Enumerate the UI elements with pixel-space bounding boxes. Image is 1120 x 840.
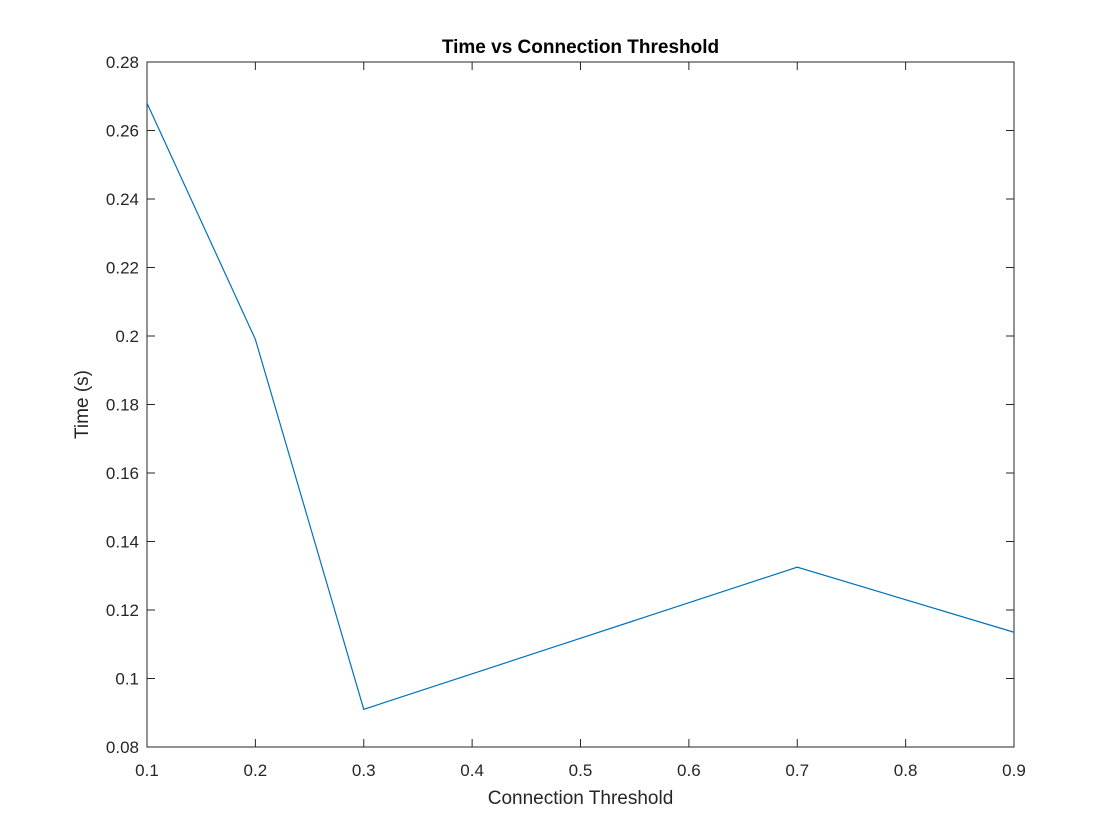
x-tick-labels: 0.1 0.2 0.3 0.4 0.5 0.6 0.7 0.8 0.9 [135, 761, 1026, 780]
x-tick-label: 0.1 [135, 761, 159, 780]
y-tick-label: 0.28 [106, 53, 139, 72]
y-tick-label: 0.22 [106, 259, 139, 278]
y-tick-label: 0.2 [115, 327, 139, 346]
data-point [254, 338, 256, 341]
chart-title: Time vs Connection Threshold [442, 37, 719, 58]
plot-area-box [146, 61, 1015, 748]
x-tick-label: 0.3 [352, 761, 376, 780]
y-tick-label: 0.1 [115, 670, 139, 689]
x-tick-label: 0.5 [569, 761, 593, 780]
y-tick-label: 0.18 [106, 396, 139, 415]
y-tick-label: 0.12 [106, 601, 139, 620]
x-tick-label: 0.9 [1002, 761, 1026, 780]
x-tick-label: 0.4 [460, 761, 484, 780]
y-tick-label: 0.08 [106, 738, 139, 757]
y-tick-label: 0.24 [106, 190, 139, 209]
data-point [363, 708, 365, 710]
y-tick-label: 0.16 [106, 464, 139, 483]
x-tick-label: 0.8 [894, 761, 918, 780]
data-point [146, 102, 148, 104]
x-tick-label: 0.7 [785, 761, 809, 780]
series-layer [146, 102, 1015, 711]
y-tick-labels: 0.08 0.1 0.12 0.14 0.16 0.18 0.2 0.22 0.24 0.26 0.… [106, 53, 139, 757]
y-axis-label: Time (s) [72, 370, 93, 439]
y-tick-label: 0.14 [106, 533, 139, 552]
y-tick-label: 0.26 [106, 122, 139, 141]
axis-ticks [146, 61, 1015, 748]
x-tick-label: 0.6 [677, 761, 701, 780]
x-tick-label: 0.2 [244, 761, 268, 780]
x-axis-label: Connection Threshold [488, 788, 674, 809]
data-point [1013, 631, 1015, 633]
data-point [796, 566, 798, 568]
